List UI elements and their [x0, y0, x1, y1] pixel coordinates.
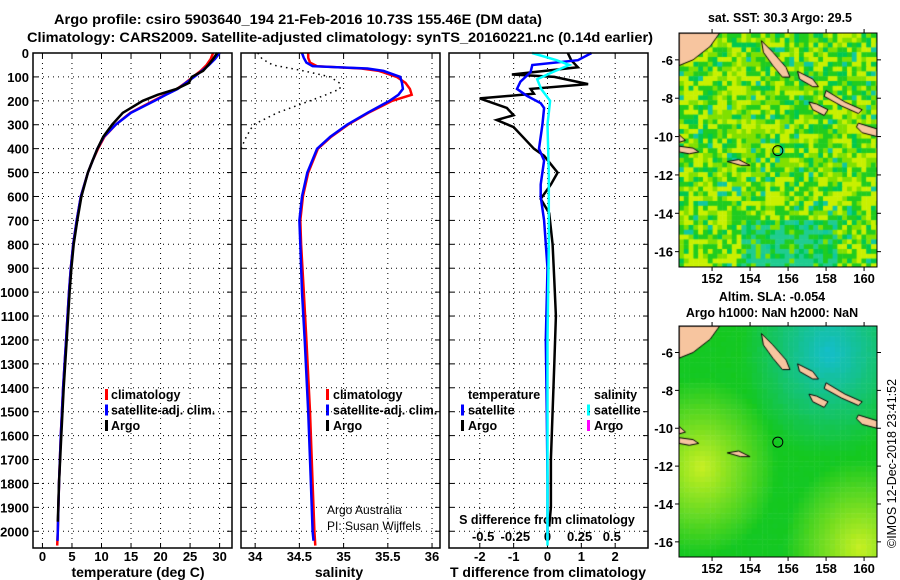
legend-label: satellite-adj. clim.: [333, 404, 437, 418]
series-line-satellite-adj-clim-: [298, 52, 405, 541]
x-tick-label: 34: [248, 549, 263, 564]
s-tick-label: 0.5: [603, 529, 621, 544]
legend-swatch-climatology: [326, 389, 329, 400]
panel-difference: -2 -1 0 1 2-0.5 -0.25 0 0.25 0.5: [448, 51, 649, 564]
sla-map: [679, 326, 877, 557]
legend-swatch-t-argo: [461, 420, 464, 431]
sst-map: [679, 33, 877, 267]
x-tick-label: 20: [153, 549, 167, 564]
legend-label: satellite-adj. clim.: [111, 404, 215, 418]
difference-legend: temperature satellite Argo salinity sate…: [461, 388, 641, 433]
legend-label: Argo: [333, 419, 363, 433]
legend-swatch-satellite: [326, 404, 329, 416]
x-tick-label: 0: [544, 549, 551, 564]
y-tick-label: 1200: [0, 333, 29, 348]
salinity-xlabel: salinity: [315, 564, 363, 580]
legend-label: Argo: [111, 419, 141, 433]
x-tick-label: 2: [612, 549, 619, 564]
series-line-s-satellite: [531, 51, 573, 546]
y-tick-label: 1300: [0, 357, 29, 372]
series-line-climatology: [299, 53, 414, 546]
legend-label: satellite: [594, 404, 641, 418]
y-tick-label: 1400: [0, 381, 29, 396]
y-tick-label: 1700: [0, 453, 29, 468]
legend-swatch-t-satellite: [461, 404, 464, 416]
legend-swatch-s-argo: [587, 420, 590, 431]
x-tick-label: 10: [94, 549, 108, 564]
y-tick-label: 200: [7, 94, 29, 109]
plot-frame: [240, 52, 441, 549]
annotation-pi: PI: Susan Wijffels: [327, 519, 421, 533]
series-line-satellite-adj-clim-: [56, 52, 221, 541]
legend-header-salinity: salinity: [594, 388, 637, 402]
s-tick-label: -0.5: [472, 529, 494, 544]
y-tick-label: 0: [22, 46, 29, 61]
legend-header-temperature: temperature: [468, 388, 540, 402]
y-tick-label: 900: [7, 261, 29, 276]
s-tick-label: 0.25: [567, 529, 592, 544]
legend-swatch-climatology: [105, 389, 108, 400]
s-tick-label: -0.25: [501, 529, 531, 544]
legend-swatch-argo: [326, 420, 329, 431]
y-tick-label: 1600: [0, 429, 29, 444]
legend-label: satellite: [468, 404, 515, 418]
x-tick-label: 0: [39, 549, 46, 564]
sla-map-title-1: Altim. SLA: -0.054: [719, 290, 825, 304]
x-tick-label: 5: [68, 549, 75, 564]
x-tick-label: 36: [425, 549, 439, 564]
copyright-timestamp: ©IMOS 12-Dec-2018 23:41:52: [885, 379, 899, 548]
figure-title-line2: Climatology: CARS2009. Satellite-adjuste…: [27, 29, 653, 45]
y-tick-label: 100: [7, 70, 29, 85]
x-tick-label: 34.5: [287, 549, 312, 564]
legend-label: climatology: [333, 388, 403, 402]
x-tick-label: 35.5: [375, 549, 400, 564]
y-tick-label: 600: [7, 189, 29, 204]
annotation-argo-australia: Argo Australia: [327, 503, 402, 517]
series-line-argo: [56, 52, 219, 522]
figure-title-line1: Argo profile: csiro 5903640_194 21-Feb-2…: [54, 11, 542, 27]
plot-frame: [32, 52, 233, 549]
y-tick-label: 700: [7, 213, 29, 228]
y-tick-label: 1100: [1, 309, 29, 324]
temperature-xlabel: temperature (deg C): [71, 564, 204, 580]
temperature-legend: climatology satellite-adj. clim. Argo: [105, 388, 215, 433]
x-tick-label: 15: [124, 549, 138, 564]
x-tick-label: 30: [212, 549, 226, 564]
series-line-climatology: [55, 52, 215, 546]
y-tick-label: 500: [7, 166, 29, 181]
series-line-t-satellite: [515, 51, 593, 541]
legend-label: Argo: [468, 419, 498, 433]
y-tick-label: 2000: [0, 524, 29, 539]
x-tick-label: -1: [508, 549, 520, 564]
legend-swatch-s-satellite: [587, 404, 590, 416]
difference-xlabel: T difference from climatology: [450, 564, 646, 580]
y-tick-label: 1800: [0, 476, 29, 491]
panel-salinity: 34 34.5 35 35.5 36: [240, 52, 441, 564]
y-tick-label: 1000: [0, 285, 29, 300]
salinity-legend: climatology satellite-adj. clim. Argo: [326, 388, 437, 433]
y-tick-label: 1500: [0, 405, 29, 420]
x-tick-label: 25: [183, 549, 197, 564]
y-tick-label: 400: [7, 142, 29, 157]
legend-swatch-satellite: [105, 404, 108, 416]
sst-map-title: sat. SST: 30.3 Argo: 29.5: [708, 11, 852, 25]
legend-swatch-argo: [105, 420, 108, 431]
y-tick-label: 1900: [0, 500, 29, 515]
legend-label: climatology: [111, 388, 181, 402]
x-tick-label: -2: [474, 549, 486, 564]
legend-label: Argo: [594, 419, 624, 433]
x-tick-label: 35: [336, 549, 350, 564]
plot-frame: [448, 52, 649, 549]
panel-temperature: 0100200300400500600700800900100011001200…: [0, 46, 233, 564]
y-tick-label: 300: [7, 118, 29, 133]
sla-map-title-2: Argo h1000: NaN h2000: NaN: [686, 306, 858, 320]
series-line-t-argo: [479, 52, 589, 527]
y-tick-label: 800: [7, 237, 29, 252]
x-tick-label: 1: [578, 549, 585, 564]
